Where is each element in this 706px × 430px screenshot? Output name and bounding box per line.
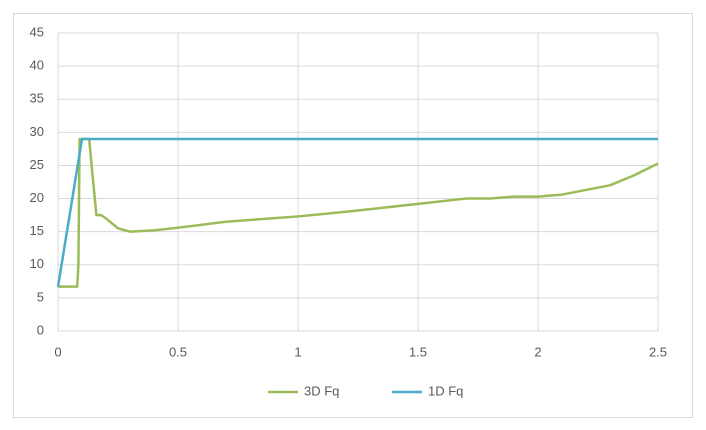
chart-frame: [13, 13, 693, 418]
y-tick-label: 30: [30, 124, 44, 139]
y-tick-label: 35: [30, 91, 44, 106]
legend-label: 3D Fq: [304, 383, 339, 398]
x-tick-label: 2: [534, 344, 541, 359]
y-tick-label: 20: [30, 190, 44, 205]
x-tick-label: 1: [294, 344, 301, 359]
legend-label: 1D Fq: [428, 383, 463, 398]
y-tick-label: 45: [30, 24, 44, 39]
y-tick-label: 15: [30, 223, 44, 238]
y-tick-label: 5: [37, 289, 44, 304]
x-tick-label: 0: [54, 344, 61, 359]
y-tick-label: 25: [30, 157, 44, 172]
x-tick-label: 1.5: [409, 344, 427, 359]
x-tick-label: 2.5: [649, 344, 667, 359]
y-tick-label: 10: [30, 256, 44, 271]
x-tick-label: 0.5: [169, 344, 187, 359]
series-line: [56, 137, 658, 287]
y-tick-label: 40: [30, 58, 44, 73]
y-tick-label: 0: [37, 322, 44, 337]
